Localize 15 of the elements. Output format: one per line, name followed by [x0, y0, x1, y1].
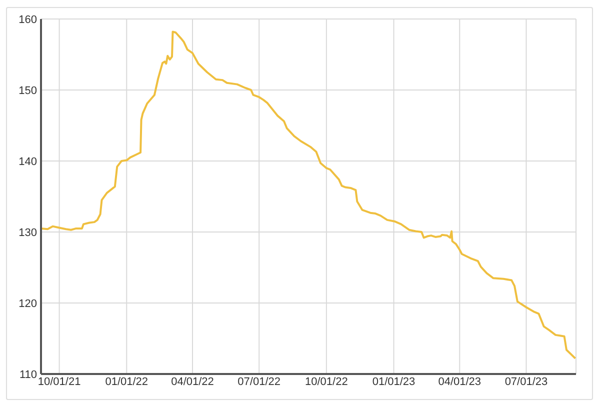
x-tick-label: 04/01/22 — [171, 376, 214, 388]
x-tick-label: 10/01/22 — [305, 376, 348, 388]
x-tick-label: 01/01/23 — [372, 376, 416, 388]
y-tick-label: 150 — [18, 84, 37, 97]
y-tick-label: 110 — [19, 368, 37, 381]
x-tick-label: 01/01/22 — [105, 376, 148, 388]
x-tick-label: 04/01/23 — [438, 376, 482, 388]
y-tick-label: 130 — [18, 226, 37, 239]
y-tick-label: 160 — [18, 14, 37, 26]
y-tick-label: 120 — [18, 298, 37, 310]
x-tick-label: 07/01/22 — [238, 376, 281, 388]
line-series — [41, 30, 576, 360]
x-tick-label: 07/01/23 — [504, 376, 548, 388]
y-tick-label: 140 — [18, 156, 37, 168]
x-tick-label: 10/01/21 — [38, 376, 81, 388]
